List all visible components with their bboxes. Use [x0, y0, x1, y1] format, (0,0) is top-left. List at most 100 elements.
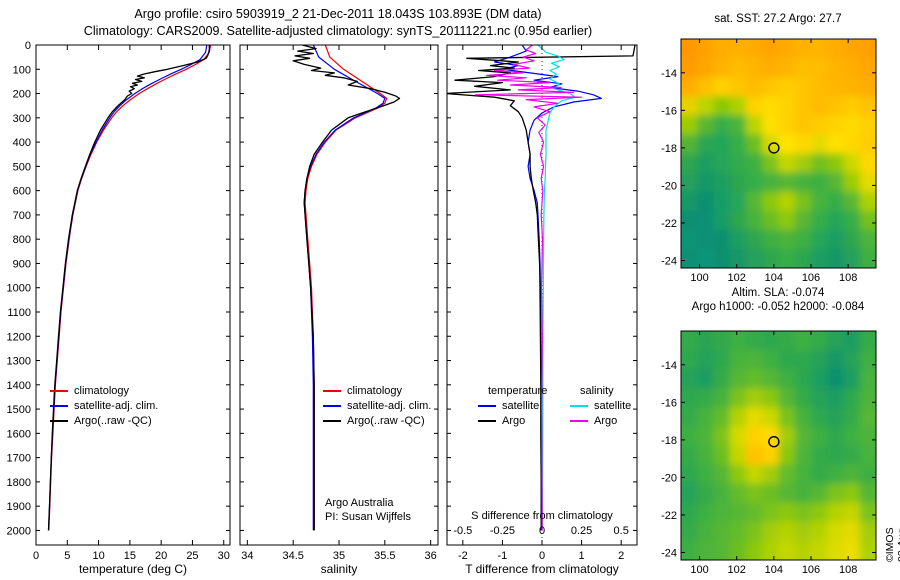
temperature-profile: 0 5 10 15 20 25 300100200300400500600700800900…	[7, 40, 231, 562]
temperature-legend-header: temperature	[488, 384, 548, 397]
lat-tick-label: -16	[661, 397, 677, 409]
salinity-profile-series-satellite-adj-clim	[303, 45, 386, 531]
salinity-profile-series-argo	[292, 45, 401, 531]
lat-tick-label: -22	[661, 218, 677, 230]
difference-salinity-legend: salinity satellite Argo	[570, 383, 631, 428]
argo-height-line: Argo h1000: -0.052 h2000: -0.084	[691, 301, 865, 313]
salinity-axis-label: salinity	[320, 562, 358, 576]
depth-tick-label: 800	[13, 234, 31, 246]
s-difference-axis-label: S difference from climatology	[471, 510, 613, 522]
x-tick-label: 10	[92, 550, 104, 562]
map-border	[680, 38, 877, 269]
s-tick-label: -0.5	[453, 525, 472, 537]
depth-tick-label: 1400	[7, 380, 31, 392]
lat-tick-label: -18	[661, 435, 677, 447]
legend-label: satellite	[594, 399, 632, 412]
s-tick-label: 0	[539, 525, 545, 537]
legend-item-argo: Argo(..raw -QC)	[50, 413, 158, 428]
lat-tick-label: -22	[661, 510, 677, 522]
lon-tick-label: 102	[728, 564, 746, 576]
depth-tick-label: 1900	[7, 501, 31, 513]
x-tick-label: 2	[618, 550, 624, 562]
legend-label: Argo	[594, 414, 618, 427]
difference-profile-series-s-satellite	[537, 45, 576, 531]
difference-profile-series-t-satellite	[493, 45, 603, 531]
axes-box	[239, 44, 439, 546]
legend-item-climatology: climatology	[323, 383, 431, 398]
satellite-clim-line-swatch	[323, 404, 341, 407]
legend-item-s-argo: Argo	[570, 413, 631, 428]
legend-item-satellite-clim: satellite-adj. clim.	[323, 398, 431, 413]
depth-tick-label: 1500	[7, 404, 31, 416]
argo-line-swatch	[323, 419, 341, 422]
pi-note: PI: Susan Wijffels	[325, 511, 411, 523]
sst-map-float-marker	[768, 142, 780, 154]
x-tick-label: 34	[241, 550, 253, 562]
legend-item-s-satellite: satellite	[570, 398, 631, 413]
depth-tick-label: 100	[13, 64, 31, 76]
figure-title-line1: Argo profile: csiro 5903919_2 21-Dec-201…	[134, 7, 542, 21]
depth-tick-label: 1300	[7, 356, 31, 368]
legend-item-t-argo: Argo	[478, 413, 547, 428]
x-tick-label: 15	[124, 550, 136, 562]
t-argo-line-swatch	[478, 419, 496, 422]
figure-title-line2: Climatology: CARS2009. Satellite-adjuste…	[83, 24, 593, 38]
lon-tick-label: 106	[802, 272, 820, 284]
difference-temperature-legend: temperature satellite Argo	[478, 383, 547, 428]
lat-tick-label: -20	[661, 472, 677, 484]
x-tick-label: 1	[579, 550, 585, 562]
difference-axis-label: T difference from climatology	[465, 562, 619, 576]
map-border	[680, 330, 877, 561]
lat-tick-label: -20	[661, 180, 677, 192]
lon-tick-label: 104	[765, 272, 783, 284]
depth-tick-label: 1600	[7, 428, 31, 440]
legend-item-t-satellite: satellite	[478, 398, 547, 413]
depth-tick-label: 0	[25, 40, 31, 52]
s-satellite-line-swatch	[570, 404, 588, 407]
imos-watermark: ©IMOS 03-Aug-2017 11:10:16	[884, 524, 900, 562]
x-tick-label: 5	[64, 550, 70, 562]
depth-tick-label: 500	[13, 161, 31, 173]
x-tick-label: 35	[333, 550, 345, 562]
lon-tick-label: 106	[802, 564, 820, 576]
s-argo-line-swatch	[570, 419, 588, 422]
legend-item-climatology: climatology	[50, 383, 158, 398]
s-tick-label: -0.25	[490, 525, 515, 537]
sla-map-raster	[681, 331, 876, 560]
depth-tick-label: 900	[13, 258, 31, 270]
legend-label: satellite-adj. clim.	[74, 399, 159, 412]
lat-tick-label: -24	[661, 255, 677, 267]
s-tick-label: 0.5	[614, 525, 629, 537]
depth-tick-label: 400	[13, 137, 31, 149]
s-tick-label: 0.25	[571, 525, 592, 537]
salinity-profile-series-climatology	[304, 45, 388, 531]
sst-map-raster	[681, 39, 876, 268]
x-tick-label: 25	[186, 550, 198, 562]
lon-tick-label: 100	[690, 564, 708, 576]
lon-tick-label: 100	[690, 272, 708, 284]
sla-value-line: Altim. SLA: -0.074	[731, 287, 825, 299]
depth-tick-label: 2000	[7, 525, 31, 537]
x-tick-label: 36	[425, 550, 437, 562]
legend-item-argo: Argo(..raw -QC)	[323, 413, 431, 428]
lon-tick-label: 104	[765, 564, 783, 576]
sst-map-title: sat. SST: 27.2 Argo: 27.7	[714, 13, 842, 25]
x-tick-label: 0	[539, 550, 545, 562]
depth-tick-label: 700	[13, 210, 31, 222]
sla-map-float-marker	[768, 436, 780, 448]
sla-map: 100 102 104 106 108 -14 -16 -18 -20 -22 -24	[661, 330, 877, 576]
lon-tick-label: 102	[728, 272, 746, 284]
x-tick-label: 35.5	[374, 550, 395, 562]
legend-label: Argo	[502, 414, 526, 427]
sst-map: 100 102 104 106 108 -14 -16 -18 -20 -22 -24	[661, 38, 877, 284]
x-tick-label: -2	[458, 550, 468, 562]
legend-label: Argo(..raw -QC)	[74, 414, 152, 427]
depth-tick-label: 1700	[7, 453, 31, 465]
legend-label: climatology	[347, 384, 403, 397]
salinity-legend-header: salinity	[580, 384, 614, 397]
x-tick-label: 34.5	[282, 550, 303, 562]
legend-label: satellite	[502, 399, 540, 412]
lat-tick-label: -18	[661, 143, 677, 155]
argo-line-swatch	[50, 419, 68, 422]
